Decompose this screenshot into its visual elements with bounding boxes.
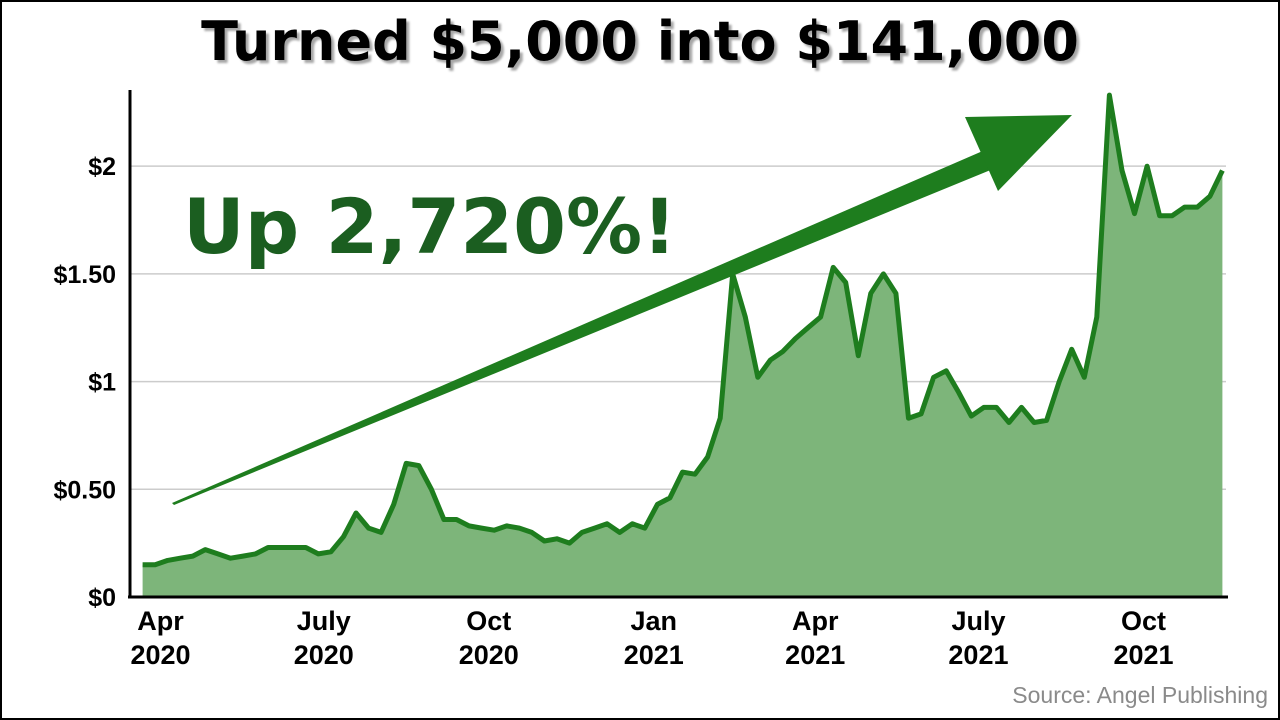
chart-title: Turned $5,000 into $141,000 bbox=[201, 10, 1079, 73]
y-tick-label: $1 bbox=[88, 369, 116, 397]
y-tick-labels: $0 $0.50 $1 $1.50 $2 bbox=[53, 153, 116, 612]
price-area bbox=[142, 95, 1223, 597]
x-tick-year: 2020 bbox=[459, 640, 519, 670]
y-tick-label: $0.50 bbox=[53, 476, 116, 504]
x-tick-labels: Apr 2020 July 2020 Oct 2020 Jan 2021 Apr 2021 July… bbox=[130, 606, 1173, 670]
y-tick-label: $1.50 bbox=[53, 261, 116, 289]
x-tick-year: 2020 bbox=[294, 640, 354, 670]
x-tick-year: 2021 bbox=[785, 640, 845, 670]
trend-arrow bbox=[172, 115, 1072, 505]
x-tick-month: Apr bbox=[137, 606, 184, 636]
gain-callout: Up 2,720%! bbox=[183, 182, 677, 271]
x-tick-month: Oct bbox=[466, 606, 511, 636]
arrow-shaft bbox=[172, 150, 993, 505]
x-tick-year: 2021 bbox=[948, 640, 1008, 670]
y-tick-label: $0 bbox=[88, 584, 116, 612]
x-tick-month: Jan bbox=[631, 606, 678, 636]
x-tick-year: 2021 bbox=[1113, 640, 1173, 670]
x-tick-year: 2021 bbox=[624, 640, 684, 670]
axes bbox=[128, 90, 1228, 599]
x-tick-year: 2020 bbox=[130, 640, 190, 670]
source-credit: Source: Angel Publishing bbox=[1012, 682, 1268, 708]
arrow-head bbox=[965, 115, 1072, 191]
x-tick-month: Apr bbox=[792, 606, 839, 636]
x-tick-month: July bbox=[297, 606, 351, 636]
y-tick-label: $2 bbox=[88, 153, 116, 181]
x-tick-month: July bbox=[951, 606, 1005, 636]
x-tick-month: Oct bbox=[1121, 606, 1166, 636]
price-line bbox=[142, 92, 1225, 568]
